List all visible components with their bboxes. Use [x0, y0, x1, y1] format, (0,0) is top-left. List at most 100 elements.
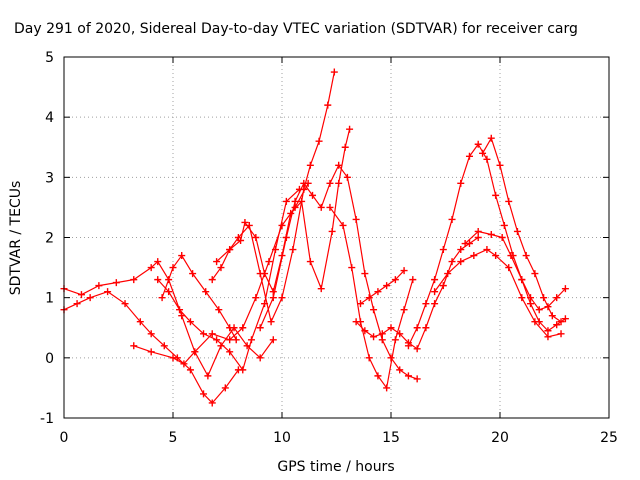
data-point	[317, 285, 325, 293]
data-point	[518, 294, 526, 302]
data-point	[154, 276, 162, 284]
data-point	[413, 324, 421, 332]
data-point	[165, 288, 173, 296]
x-tick-label: 20	[491, 430, 509, 446]
data-point	[282, 234, 290, 241]
data-point	[200, 390, 208, 398]
data-point	[147, 330, 155, 338]
y-tick-label: -1	[40, 411, 54, 427]
data-point	[176, 306, 184, 314]
data-point	[326, 203, 334, 211]
data-point	[378, 336, 386, 344]
data-point	[378, 330, 386, 338]
data-point	[226, 348, 234, 356]
data-point	[112, 279, 120, 287]
data-point	[413, 345, 421, 353]
data-point	[86, 294, 94, 302]
data-point	[365, 294, 373, 302]
data-point	[298, 197, 306, 205]
data-point	[287, 209, 295, 217]
data-point	[208, 330, 216, 338]
data-point	[457, 246, 465, 254]
data-point	[309, 191, 317, 199]
data-point	[396, 330, 404, 338]
data-point	[186, 366, 194, 374]
y-tick-label: 4	[45, 110, 54, 126]
data-point	[500, 221, 508, 229]
data-point	[439, 246, 447, 254]
x-tick-label: 25	[600, 430, 618, 446]
data-point	[221, 384, 229, 392]
y-tick-label: 1	[45, 291, 54, 307]
data-point	[147, 348, 155, 356]
data-point	[300, 179, 308, 187]
y-tick-label: 3	[45, 170, 54, 186]
data-point	[431, 300, 439, 308]
data-point	[522, 252, 530, 260]
data-point	[269, 336, 277, 344]
data-point	[474, 140, 482, 148]
data-point	[404, 342, 412, 350]
data-point	[487, 230, 495, 238]
data-point	[169, 264, 177, 272]
data-point	[370, 333, 378, 341]
data-point	[239, 366, 247, 374]
data-point	[256, 324, 264, 332]
data-point	[457, 258, 465, 266]
data-point	[213, 258, 221, 266]
series-10	[352, 234, 482, 353]
data-point	[289, 246, 297, 254]
data-point	[178, 312, 186, 320]
data-point	[226, 246, 234, 254]
series-line	[211, 71, 335, 323]
data-point	[237, 237, 245, 245]
data-point	[505, 264, 513, 272]
data-point	[306, 161, 314, 169]
data-point	[252, 234, 260, 241]
data-point	[448, 258, 456, 266]
data-point	[343, 173, 351, 181]
data-point	[136, 318, 144, 326]
data-point	[365, 354, 373, 362]
series-13	[431, 246, 565, 341]
data-point	[247, 336, 255, 344]
data-point	[269, 294, 277, 302]
data-point	[158, 294, 166, 302]
data-point	[413, 375, 421, 383]
data-point	[492, 252, 500, 260]
data-point	[208, 399, 216, 407]
x-tick-label: 10	[273, 430, 291, 446]
data-point	[160, 342, 168, 350]
data-point	[531, 270, 539, 278]
series-line	[329, 207, 414, 389]
data-point	[557, 330, 565, 338]
data-point	[540, 294, 548, 302]
data-point	[391, 276, 399, 284]
data-point	[444, 270, 452, 278]
data-point	[348, 264, 356, 272]
x-axis-label: GPS time / hours	[277, 459, 394, 475]
data-point	[474, 227, 482, 235]
data-point	[496, 161, 504, 169]
data-point	[271, 246, 279, 254]
data-point	[498, 234, 506, 241]
data-point	[324, 101, 332, 109]
data-point	[431, 276, 439, 284]
data-point	[73, 300, 81, 308]
series-line	[482, 137, 562, 323]
data-point	[330, 68, 338, 76]
data-point	[383, 282, 391, 290]
data-point	[448, 215, 456, 223]
series-line	[360, 270, 405, 305]
series-15	[479, 134, 565, 326]
x-tick-label: 15	[382, 430, 400, 446]
data-point	[505, 197, 513, 205]
data-point	[492, 191, 500, 199]
data-point	[391, 336, 399, 344]
data-point	[531, 318, 539, 326]
data-point	[239, 324, 247, 332]
data-point	[352, 318, 360, 326]
data-point	[95, 282, 103, 290]
series-8	[256, 161, 421, 383]
data-point	[326, 179, 334, 187]
